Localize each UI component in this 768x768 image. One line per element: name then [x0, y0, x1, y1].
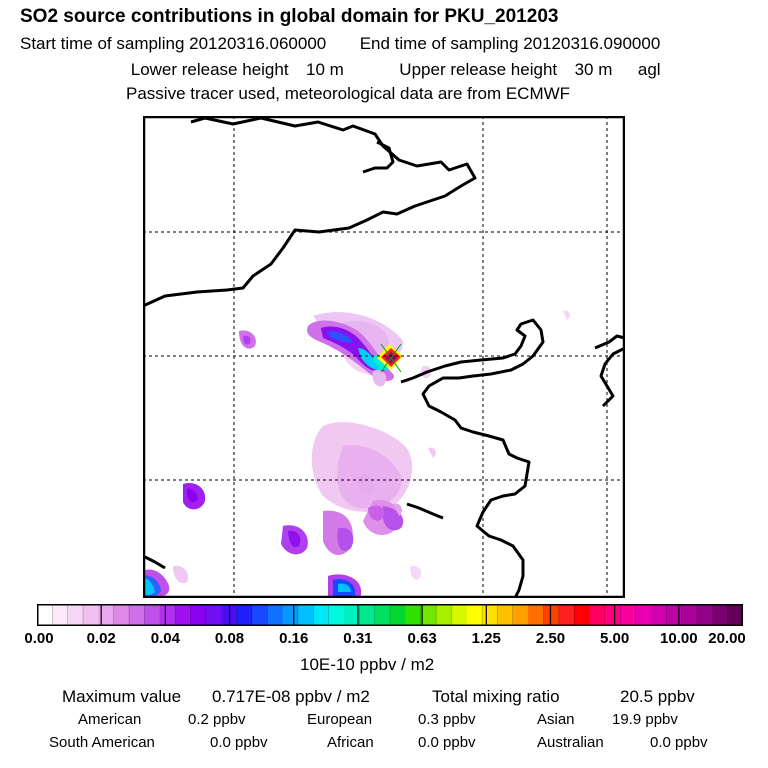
colorbar-tick-label: 1.25	[471, 630, 501, 647]
colorbar-tick-label: 0.00	[24, 630, 54, 647]
region-value-south-american: 0.0 ppbv	[210, 734, 268, 751]
colorbar-cell	[144, 604, 161, 626]
colorbar-cell	[359, 604, 376, 626]
colorbar-cell	[251, 604, 268, 626]
colorbar-cell	[497, 604, 514, 626]
colorbar	[37, 604, 743, 626]
end-label: End time of sampling	[359, 34, 519, 53]
coastline	[143, 116, 625, 598]
colorbar-cell	[113, 604, 130, 626]
start-value: 20120316.060000	[189, 34, 327, 53]
colorbar-cell	[328, 604, 345, 626]
colorbar-tick-label: 5.00	[600, 630, 630, 647]
colorbar-cell	[466, 604, 483, 626]
colorbar-cell	[635, 604, 652, 626]
colorbar-cell	[604, 604, 621, 626]
colorbar-cell	[159, 604, 176, 626]
colorbar-cell	[543, 604, 560, 626]
colorbar-tick-label: 0.63	[407, 630, 437, 647]
map-frame	[143, 116, 625, 598]
region-value-african: 0.0 ppbv	[418, 734, 476, 751]
colorbar-cell	[67, 604, 84, 626]
colorbar-cell	[712, 604, 729, 626]
colorbar-tick-label: 10.00	[660, 630, 698, 647]
agl-label: agl	[637, 60, 661, 79]
colorbar-unit: 10E-10 ppbv / m2	[300, 655, 435, 674]
colorbar-cell	[390, 604, 406, 626]
colorbar-tick-label: 2.50	[535, 630, 566, 647]
colorbar-cell	[558, 604, 575, 626]
colorbar-cell	[205, 604, 222, 626]
colorbar-cell	[727, 604, 743, 626]
colorbar-cell	[681, 604, 698, 626]
region-name-african: African	[327, 734, 374, 751]
region-name-american: American	[78, 711, 142, 728]
region-name-asian: Asian	[537, 711, 575, 728]
tracer-note: Passive tracer used, meteorological data…	[126, 84, 571, 103]
region-value-australian: 0.0 ppbv	[650, 734, 708, 751]
region-value-american: 0.2 ppbv	[188, 711, 246, 728]
colorbar-tick-label: 0.04	[150, 630, 180, 647]
colorbar-cell	[313, 604, 330, 626]
total-mixing-value: 20.5 ppbv	[620, 687, 695, 706]
sampling-times: Start time of sampling 20120316.060000 E…	[20, 34, 660, 54]
upper-value: 30 m	[574, 60, 613, 79]
lower-value: 10 m	[306, 60, 344, 79]
colorbar-cell	[589, 604, 606, 626]
release-heights: Lower release height 10 m Upper release …	[20, 60, 661, 80]
colorbar-cell	[37, 604, 53, 626]
colorbar-cell	[343, 604, 360, 626]
lower-label: Lower release height	[130, 60, 289, 79]
colorbar-cell	[574, 604, 590, 626]
graticule	[143, 116, 625, 598]
map-title: SO2 source contributions in global domai…	[20, 6, 559, 27]
colorbar-cell	[52, 604, 69, 626]
total-mixing-label: Total mixing ratio	[432, 687, 560, 706]
colorbar-cell	[98, 604, 115, 626]
region-value-asian: 19.9 ppbv	[612, 711, 678, 728]
footprint-map	[143, 116, 625, 598]
colorbar-cell	[83, 604, 99, 626]
colorbar-cell	[696, 604, 713, 626]
colorbar-cell	[666, 604, 683, 626]
colorbar-cell	[374, 604, 391, 626]
colorbar-frame	[37, 604, 743, 626]
colorbar-cell	[436, 604, 452, 626]
colorbar-cell	[236, 604, 253, 626]
colorbar-cell	[297, 604, 314, 626]
source-marker	[377, 343, 403, 373]
colorbar-tick-label: 0.31	[343, 630, 373, 647]
colorbar-cell	[129, 604, 145, 626]
colorbar-cell	[620, 604, 636, 626]
colorbar-tick-label: 0.16	[279, 630, 309, 647]
colorbar-cell	[528, 604, 544, 626]
colorbar-cell	[175, 604, 191, 626]
colorbar-tick-label: 0.08	[214, 630, 245, 647]
colorbar-tick-label: 0.02	[86, 630, 116, 647]
colorbar-cell	[482, 604, 498, 626]
colorbar-cell	[650, 604, 667, 626]
upper-label: Upper release height	[399, 60, 558, 79]
colorbar-cell	[420, 604, 437, 626]
max-value: 0.717E-08 ppbv / m2	[212, 687, 370, 706]
colorbar-tick-label: 20.00	[708, 630, 746, 647]
start-label: Start time of sampling	[20, 34, 185, 53]
colorbar-cell	[190, 604, 207, 626]
region-name-south-american: South American	[49, 734, 155, 751]
colorbar-cell	[267, 604, 283, 626]
region-value-european: 0.3 ppbv	[418, 711, 476, 728]
region-name-australian: Australian	[537, 734, 604, 751]
colorbar-cell	[512, 604, 529, 626]
colorbar-cell	[282, 604, 299, 626]
colorbar-cell	[451, 604, 468, 626]
colorbar-cell	[405, 604, 422, 626]
end-value: 20120316.090000	[523, 34, 661, 53]
region-name-european: European	[307, 711, 373, 728]
plume-field	[143, 310, 570, 598]
max-value-label: Maximum value	[62, 687, 182, 706]
